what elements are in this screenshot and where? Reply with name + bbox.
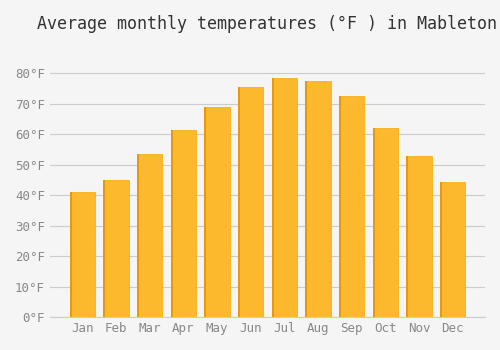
Bar (238, 87, 240, 317)
Bar (104, 180, 106, 317)
Bar (137, 154, 162, 317)
Bar (272, 78, 297, 317)
Bar (70, 192, 71, 317)
Bar (170, 130, 196, 317)
Bar (170, 130, 172, 317)
Bar (306, 81, 330, 317)
Bar (137, 154, 139, 317)
Bar (372, 128, 374, 317)
Title: Average monthly temperatures (°F ) in Mableton: Average monthly temperatures (°F ) in Ma… (38, 15, 498, 33)
Bar (440, 182, 442, 317)
Bar (70, 192, 95, 317)
Bar (440, 182, 465, 317)
Bar (406, 156, 432, 317)
Bar (372, 128, 398, 317)
Bar (204, 107, 206, 317)
Bar (406, 156, 408, 317)
Bar (204, 107, 230, 317)
Bar (306, 81, 308, 317)
Bar (104, 180, 128, 317)
Bar (272, 78, 274, 317)
Bar (339, 96, 364, 317)
Bar (339, 96, 341, 317)
Bar (238, 87, 263, 317)
